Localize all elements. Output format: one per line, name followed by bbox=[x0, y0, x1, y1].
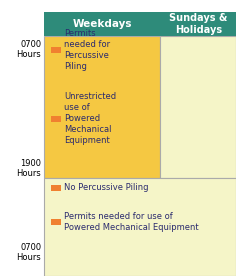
Text: Weekdays: Weekdays bbox=[72, 19, 132, 29]
Bar bbox=[44, 178, 236, 276]
Text: Unrestricted
use of
Powered
Mechanical
Equipment: Unrestricted use of Powered Mechanical E… bbox=[64, 92, 116, 145]
Bar bbox=[44, 36, 160, 178]
Text: 1900
Hours: 1900 Hours bbox=[17, 159, 41, 178]
Bar bbox=[51, 116, 61, 122]
Bar bbox=[44, 12, 160, 36]
Text: 0700
Hours: 0700 Hours bbox=[17, 243, 41, 262]
Text: Permits needed for use of
Powered Mechanical Equipment: Permits needed for use of Powered Mechan… bbox=[64, 212, 199, 232]
Bar bbox=[51, 219, 61, 225]
Text: Permits
needed for
Percussive
Piling: Permits needed for Percussive Piling bbox=[64, 28, 110, 71]
Bar bbox=[160, 36, 236, 178]
Text: Sundays &
Holidays: Sundays & Holidays bbox=[169, 13, 228, 35]
Bar bbox=[160, 12, 236, 36]
Bar bbox=[51, 47, 61, 53]
Text: 0700
Hours: 0700 Hours bbox=[17, 40, 41, 59]
Text: No Percussive Piling: No Percussive Piling bbox=[64, 183, 149, 192]
Bar bbox=[51, 185, 61, 191]
